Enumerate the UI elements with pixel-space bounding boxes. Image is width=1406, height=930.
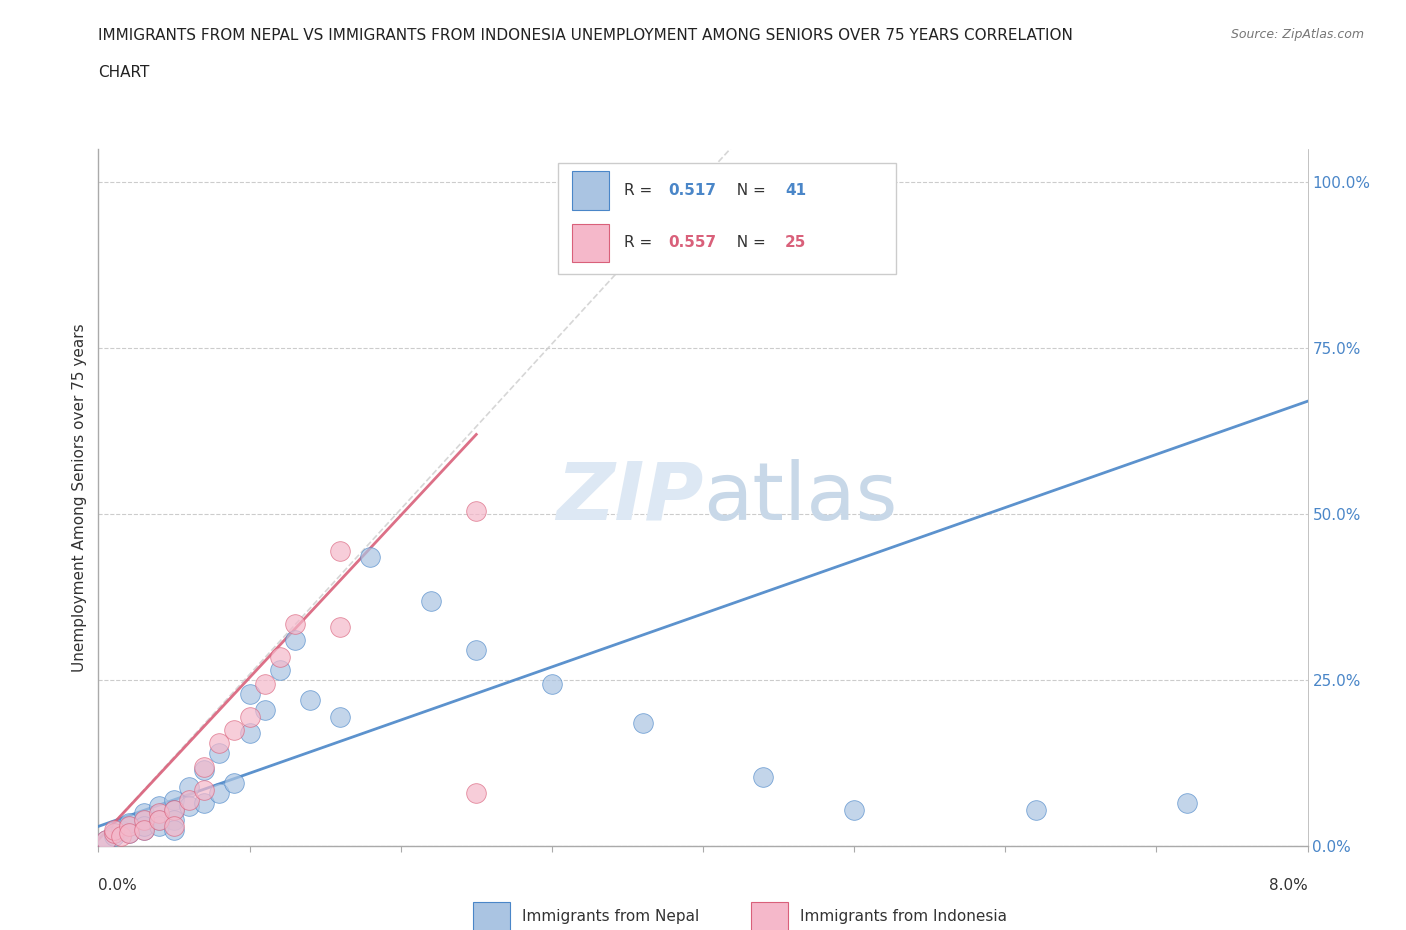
Point bbox=[103, 829, 125, 844]
Text: N =: N = bbox=[727, 183, 770, 198]
Point bbox=[359, 550, 381, 565]
Text: 41: 41 bbox=[785, 183, 807, 198]
Point bbox=[193, 796, 215, 811]
Point bbox=[118, 819, 141, 834]
Point bbox=[179, 779, 201, 794]
Point bbox=[224, 723, 246, 737]
Point bbox=[103, 826, 125, 841]
Text: 0.0%: 0.0% bbox=[98, 878, 138, 893]
Point bbox=[208, 736, 231, 751]
Point bbox=[163, 803, 186, 817]
Point bbox=[110, 829, 132, 844]
Point bbox=[269, 663, 291, 678]
Y-axis label: Unemployment Among Seniors over 75 years: Unemployment Among Seniors over 75 years bbox=[72, 324, 87, 671]
Text: 25: 25 bbox=[785, 235, 807, 250]
Point bbox=[163, 803, 186, 817]
FancyBboxPatch shape bbox=[558, 163, 897, 274]
Point bbox=[132, 812, 155, 827]
Point bbox=[465, 643, 488, 658]
Point bbox=[148, 812, 170, 827]
Point bbox=[132, 822, 155, 837]
Point bbox=[163, 792, 186, 807]
Point bbox=[118, 816, 141, 830]
Point bbox=[132, 812, 155, 827]
FancyBboxPatch shape bbox=[751, 902, 787, 930]
Point bbox=[299, 693, 322, 708]
Point bbox=[284, 633, 307, 648]
Point bbox=[1175, 796, 1198, 811]
Point bbox=[148, 799, 170, 814]
Point bbox=[132, 805, 155, 820]
Point bbox=[540, 676, 562, 691]
Text: Immigrants from Indonesia: Immigrants from Indonesia bbox=[800, 909, 1007, 923]
Point bbox=[163, 819, 186, 834]
FancyBboxPatch shape bbox=[572, 171, 609, 210]
Point bbox=[148, 805, 170, 820]
Point bbox=[1024, 803, 1046, 817]
Point bbox=[163, 822, 186, 837]
Point bbox=[239, 726, 262, 741]
Text: Source: ZipAtlas.com: Source: ZipAtlas.com bbox=[1230, 28, 1364, 41]
Text: 0.517: 0.517 bbox=[668, 183, 716, 198]
Point bbox=[94, 832, 117, 847]
Point bbox=[631, 716, 654, 731]
Point bbox=[239, 710, 262, 724]
Point bbox=[132, 822, 155, 837]
Point bbox=[193, 759, 215, 774]
Point bbox=[103, 822, 125, 837]
Text: IMMIGRANTS FROM NEPAL VS IMMIGRANTS FROM INDONESIA UNEMPLOYMENT AMONG SENIORS OV: IMMIGRANTS FROM NEPAL VS IMMIGRANTS FROM… bbox=[98, 28, 1073, 43]
Text: 8.0%: 8.0% bbox=[1268, 878, 1308, 893]
Point bbox=[94, 832, 117, 847]
Point bbox=[208, 786, 231, 801]
Point bbox=[465, 503, 488, 518]
Point bbox=[465, 786, 488, 801]
Point bbox=[419, 593, 441, 608]
Point bbox=[118, 826, 141, 841]
Point bbox=[163, 812, 186, 827]
Point bbox=[118, 819, 141, 834]
Point bbox=[224, 776, 246, 790]
Text: 0.557: 0.557 bbox=[668, 235, 716, 250]
Point bbox=[239, 686, 262, 701]
Point bbox=[752, 769, 775, 784]
FancyBboxPatch shape bbox=[474, 902, 509, 930]
Point bbox=[179, 792, 201, 807]
Point bbox=[193, 782, 215, 797]
Point bbox=[329, 543, 352, 558]
Point bbox=[284, 617, 307, 631]
Text: N =: N = bbox=[727, 235, 770, 250]
Point bbox=[844, 803, 866, 817]
Point bbox=[179, 799, 201, 814]
Text: ZIP: ZIP bbox=[555, 458, 703, 537]
Point bbox=[110, 822, 132, 837]
Point bbox=[148, 819, 170, 834]
Point bbox=[132, 819, 155, 834]
Text: R =: R = bbox=[624, 183, 658, 198]
Text: atlas: atlas bbox=[703, 458, 897, 537]
FancyBboxPatch shape bbox=[572, 224, 609, 262]
Point bbox=[193, 763, 215, 777]
Point bbox=[269, 649, 291, 664]
Point bbox=[103, 826, 125, 841]
Point bbox=[329, 619, 352, 634]
Point bbox=[253, 703, 276, 718]
Point bbox=[208, 746, 231, 761]
Text: CHART: CHART bbox=[98, 65, 150, 80]
Text: R =: R = bbox=[624, 235, 658, 250]
Point bbox=[329, 710, 352, 724]
Point bbox=[253, 676, 276, 691]
Point bbox=[148, 812, 170, 827]
Text: Immigrants from Nepal: Immigrants from Nepal bbox=[522, 909, 699, 923]
Point bbox=[118, 826, 141, 841]
